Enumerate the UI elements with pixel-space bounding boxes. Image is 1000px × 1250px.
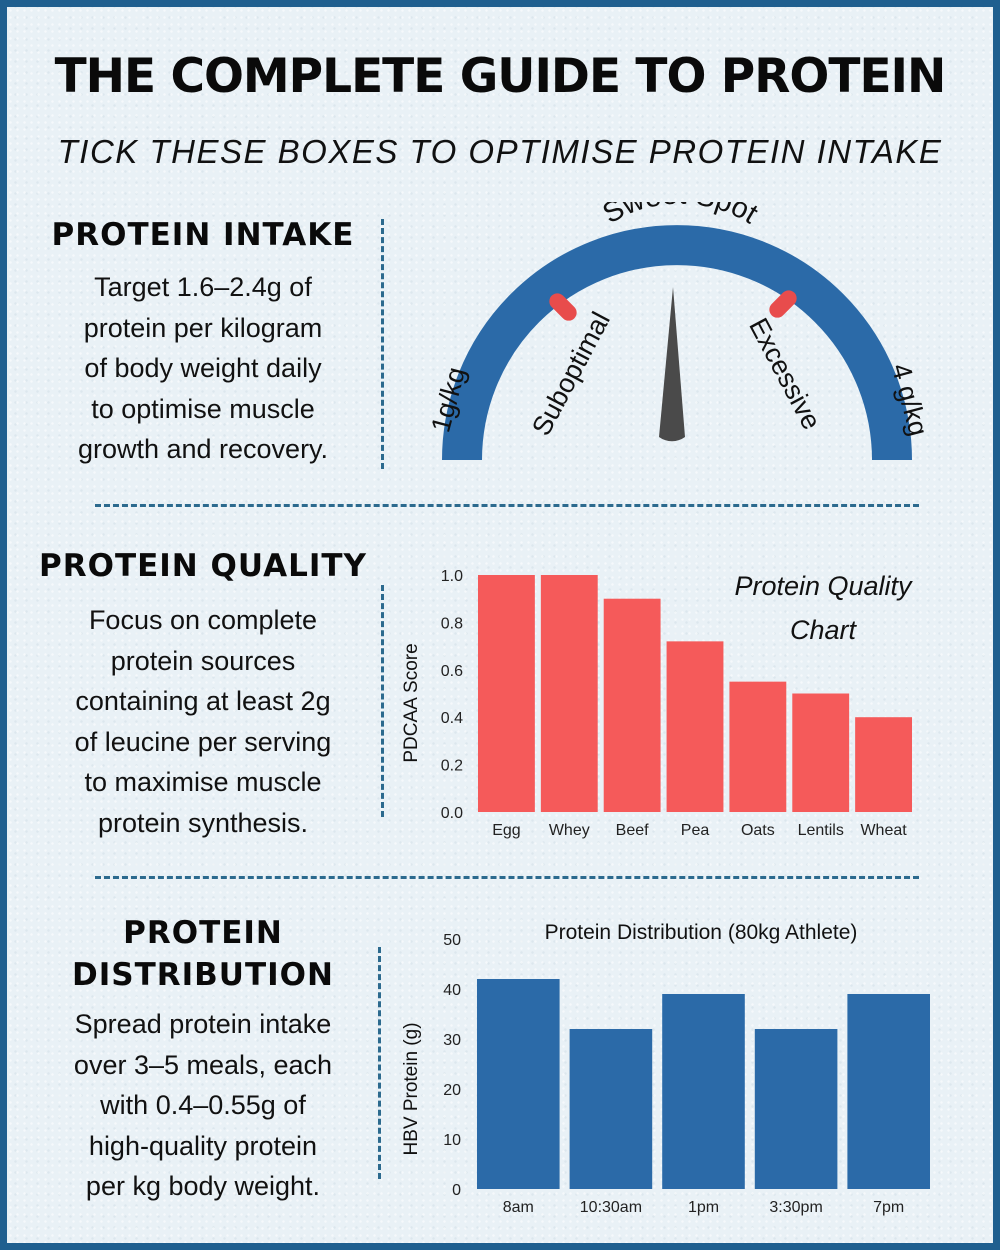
gauge-suboptimal-label: Suboptimal bbox=[526, 307, 616, 440]
distribution-chart-y-tick-label: 40 bbox=[443, 982, 461, 999]
quality-chart-x-tick-label: Oats bbox=[741, 822, 775, 839]
quality-chart-y-tick-label: 1.0 bbox=[441, 568, 463, 585]
page-subtitle: TICK THESE BOXES TO OPTIMISE PROTEIN INT… bbox=[57, 133, 943, 170]
quality-chart-y-tick-label: 0.2 bbox=[441, 758, 463, 775]
distribution-chart-x-tick-label: 10:30am bbox=[580, 1199, 642, 1216]
quality-chart-x-tick-label: Egg bbox=[492, 822, 520, 839]
intake-divider bbox=[381, 219, 384, 469]
distribution-chart-y-tick-label: 0 bbox=[452, 1182, 461, 1199]
distribution-body-line: high-quality protein bbox=[88, 1130, 318, 1161]
quality-chart-x-tick-label: Whey bbox=[549, 822, 590, 839]
quality-chart-y-tick-label: 0.0 bbox=[441, 805, 463, 822]
quality-chart-x-tick-label: Beef bbox=[616, 822, 649, 839]
quality-body-line: protein synthesis. bbox=[97, 807, 309, 838]
intake-body: Target 1.6–2.4g of protein per kilogram … bbox=[37, 267, 369, 470]
intake-body-line: protein per kilogram bbox=[83, 312, 323, 343]
quality-chart-x-tick-label: Wheat bbox=[860, 822, 907, 839]
distribution-body-line: over 3–5 meals, each bbox=[73, 1049, 333, 1080]
quality-chart-title-line: Chart bbox=[790, 615, 858, 645]
gauge-arc bbox=[442, 225, 912, 461]
protein-distribution-chart: Protein Distribution (80kg Athlete) HBV … bbox=[401, 921, 930, 1216]
distribution-body: Spread protein intake over 3–5 meals, ea… bbox=[32, 1004, 374, 1207]
quality-divider bbox=[381, 585, 384, 817]
distribution-chart-x-tick-label: 1pm bbox=[688, 1199, 719, 1216]
distribution-chart-bar bbox=[477, 979, 560, 1189]
distribution-chart-y-tick-label: 10 bbox=[443, 1132, 461, 1149]
quality-heading: PROTEIN QUALITY bbox=[39, 548, 367, 584]
quality-chart-x-tick-label: Pea bbox=[681, 822, 710, 839]
gauge-marker-left bbox=[549, 293, 577, 321]
quality-chart-bar bbox=[666, 641, 724, 812]
intake-body-line: Target 1.6–2.4g of bbox=[94, 272, 312, 302]
quality-chart-bar bbox=[603, 598, 661, 812]
distribution-chart-y-tick-label: 20 bbox=[443, 1082, 461, 1099]
quality-body-line: protein sources bbox=[110, 645, 296, 676]
quality-body-line: containing at least 2g bbox=[75, 686, 331, 716]
page-title: THE COMPLETE GUIDE TO PROTEIN bbox=[54, 49, 947, 104]
intake-heading: PROTEIN INTAKE bbox=[51, 217, 355, 253]
quality-chart-y-tick-label: 0.6 bbox=[441, 663, 463, 680]
quality-body-line: to maximise muscle bbox=[84, 767, 322, 797]
intake-body-line: of body weight daily bbox=[84, 353, 322, 383]
distribution-divider bbox=[378, 947, 381, 1179]
section-divider bbox=[95, 504, 919, 507]
quality-chart-bar bbox=[792, 693, 850, 812]
gauge-marker-right bbox=[769, 290, 797, 318]
distribution-body-line: with 0.4–0.55g of bbox=[100, 1090, 306, 1120]
distribution-heading-line: PROTEIN bbox=[123, 915, 283, 951]
distribution-chart-bar bbox=[569, 1029, 653, 1189]
quality-body-line: of leucine per serving bbox=[74, 726, 332, 757]
intake-body-line: to optimise muscle bbox=[91, 393, 315, 424]
quality-chart-bar bbox=[540, 575, 598, 812]
quality-chart-y-tick-label: 0.8 bbox=[441, 615, 463, 632]
distribution-chart-y-axis-label: HBV Protein (g) bbox=[401, 1022, 422, 1155]
distribution-chart-title: Protein Distribution (80kg Athlete) bbox=[545, 921, 858, 944]
distribution-body-line: per kg body weight. bbox=[85, 1171, 321, 1201]
distribution-chart-bar bbox=[662, 994, 745, 1189]
quality-chart-x-tick-label: Lentils bbox=[798, 822, 844, 839]
distribution-chart-x-tick-label: 3:30pm bbox=[769, 1199, 822, 1216]
distribution-body-line: Spread protein intake bbox=[74, 1009, 332, 1039]
distribution-chart-bar bbox=[847, 994, 930, 1189]
quality-body-line: Focus on complete bbox=[88, 605, 318, 635]
gauge-needle bbox=[659, 287, 685, 442]
quality-chart-bar bbox=[729, 681, 787, 812]
distribution-chart-y-tick-label: 30 bbox=[443, 1032, 461, 1049]
quality-chart-title-line: Protein Quality bbox=[734, 571, 913, 601]
quality-body: Focus on complete protein sources contai… bbox=[32, 600, 374, 843]
protein-quality-chart: PDCAA Score Protein Quality Chart 0.0 0.2… bbox=[401, 568, 913, 839]
distribution-heading: PROTEIN DISTRIBUTION bbox=[32, 912, 374, 996]
distribution-chart-x-tick-label: 8am bbox=[503, 1199, 534, 1216]
distribution-chart-x-tick-label: 7pm bbox=[873, 1199, 904, 1216]
protein-intake-gauge: Sweet Spot 1g/kg 4 g/kg Suboptimal Exces… bbox=[425, 202, 934, 461]
quality-chart-bar bbox=[855, 717, 912, 812]
quality-chart-bar bbox=[478, 575, 535, 812]
distribution-heading-line: DISTRIBUTION bbox=[72, 957, 334, 993]
quality-chart-y-axis-label: PDCAA Score bbox=[401, 643, 422, 762]
distribution-chart-y-tick-label: 50 bbox=[443, 932, 461, 949]
distribution-chart-bar bbox=[754, 1029, 838, 1189]
section-divider bbox=[95, 876, 919, 879]
gauge-excessive-label: Excessive bbox=[743, 313, 827, 434]
intake-body-line: growth and recovery. bbox=[77, 434, 329, 464]
quality-chart-y-tick-label: 0.4 bbox=[441, 710, 463, 727]
